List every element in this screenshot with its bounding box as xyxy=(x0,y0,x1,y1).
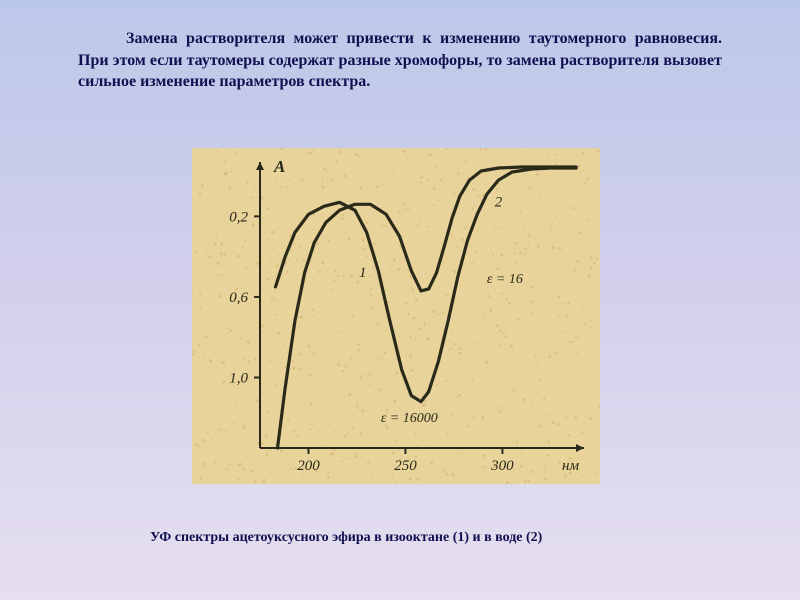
svg-text:300: 300 xyxy=(490,458,514,474)
uv-spectrum-chart: 200 250 300 нм 0,2 0,6 1,0 A 1 2 ε = 16 ε = 16000 xyxy=(192,148,600,484)
svg-text:ε = 16: ε = 16 xyxy=(487,272,523,287)
svg-text:1,0: 1,0 xyxy=(229,371,248,387)
svg-text:нм: нм xyxy=(562,458,579,474)
body-paragraph: Замена растворителя может привести к изм… xyxy=(78,28,722,93)
svg-text:1: 1 xyxy=(359,265,367,281)
svg-text:A: A xyxy=(273,157,285,176)
svg-text:2: 2 xyxy=(495,194,503,210)
chart-svg: 200 250 300 нм 0,2 0,6 1,0 A 1 2 ε = 16 ε = 16000 xyxy=(192,148,600,484)
svg-text:200: 200 xyxy=(297,458,320,474)
svg-text:0,2: 0,2 xyxy=(229,209,248,225)
svg-text:0,6: 0,6 xyxy=(229,290,248,306)
svg-text:250: 250 xyxy=(394,458,417,474)
chart-caption: УФ спектры ацетоуксусного эфира в изоокт… xyxy=(150,530,750,546)
paragraph-text: Замена растворителя может привести к изм… xyxy=(78,28,722,93)
svg-text:ε = 16000: ε = 16000 xyxy=(381,411,438,426)
